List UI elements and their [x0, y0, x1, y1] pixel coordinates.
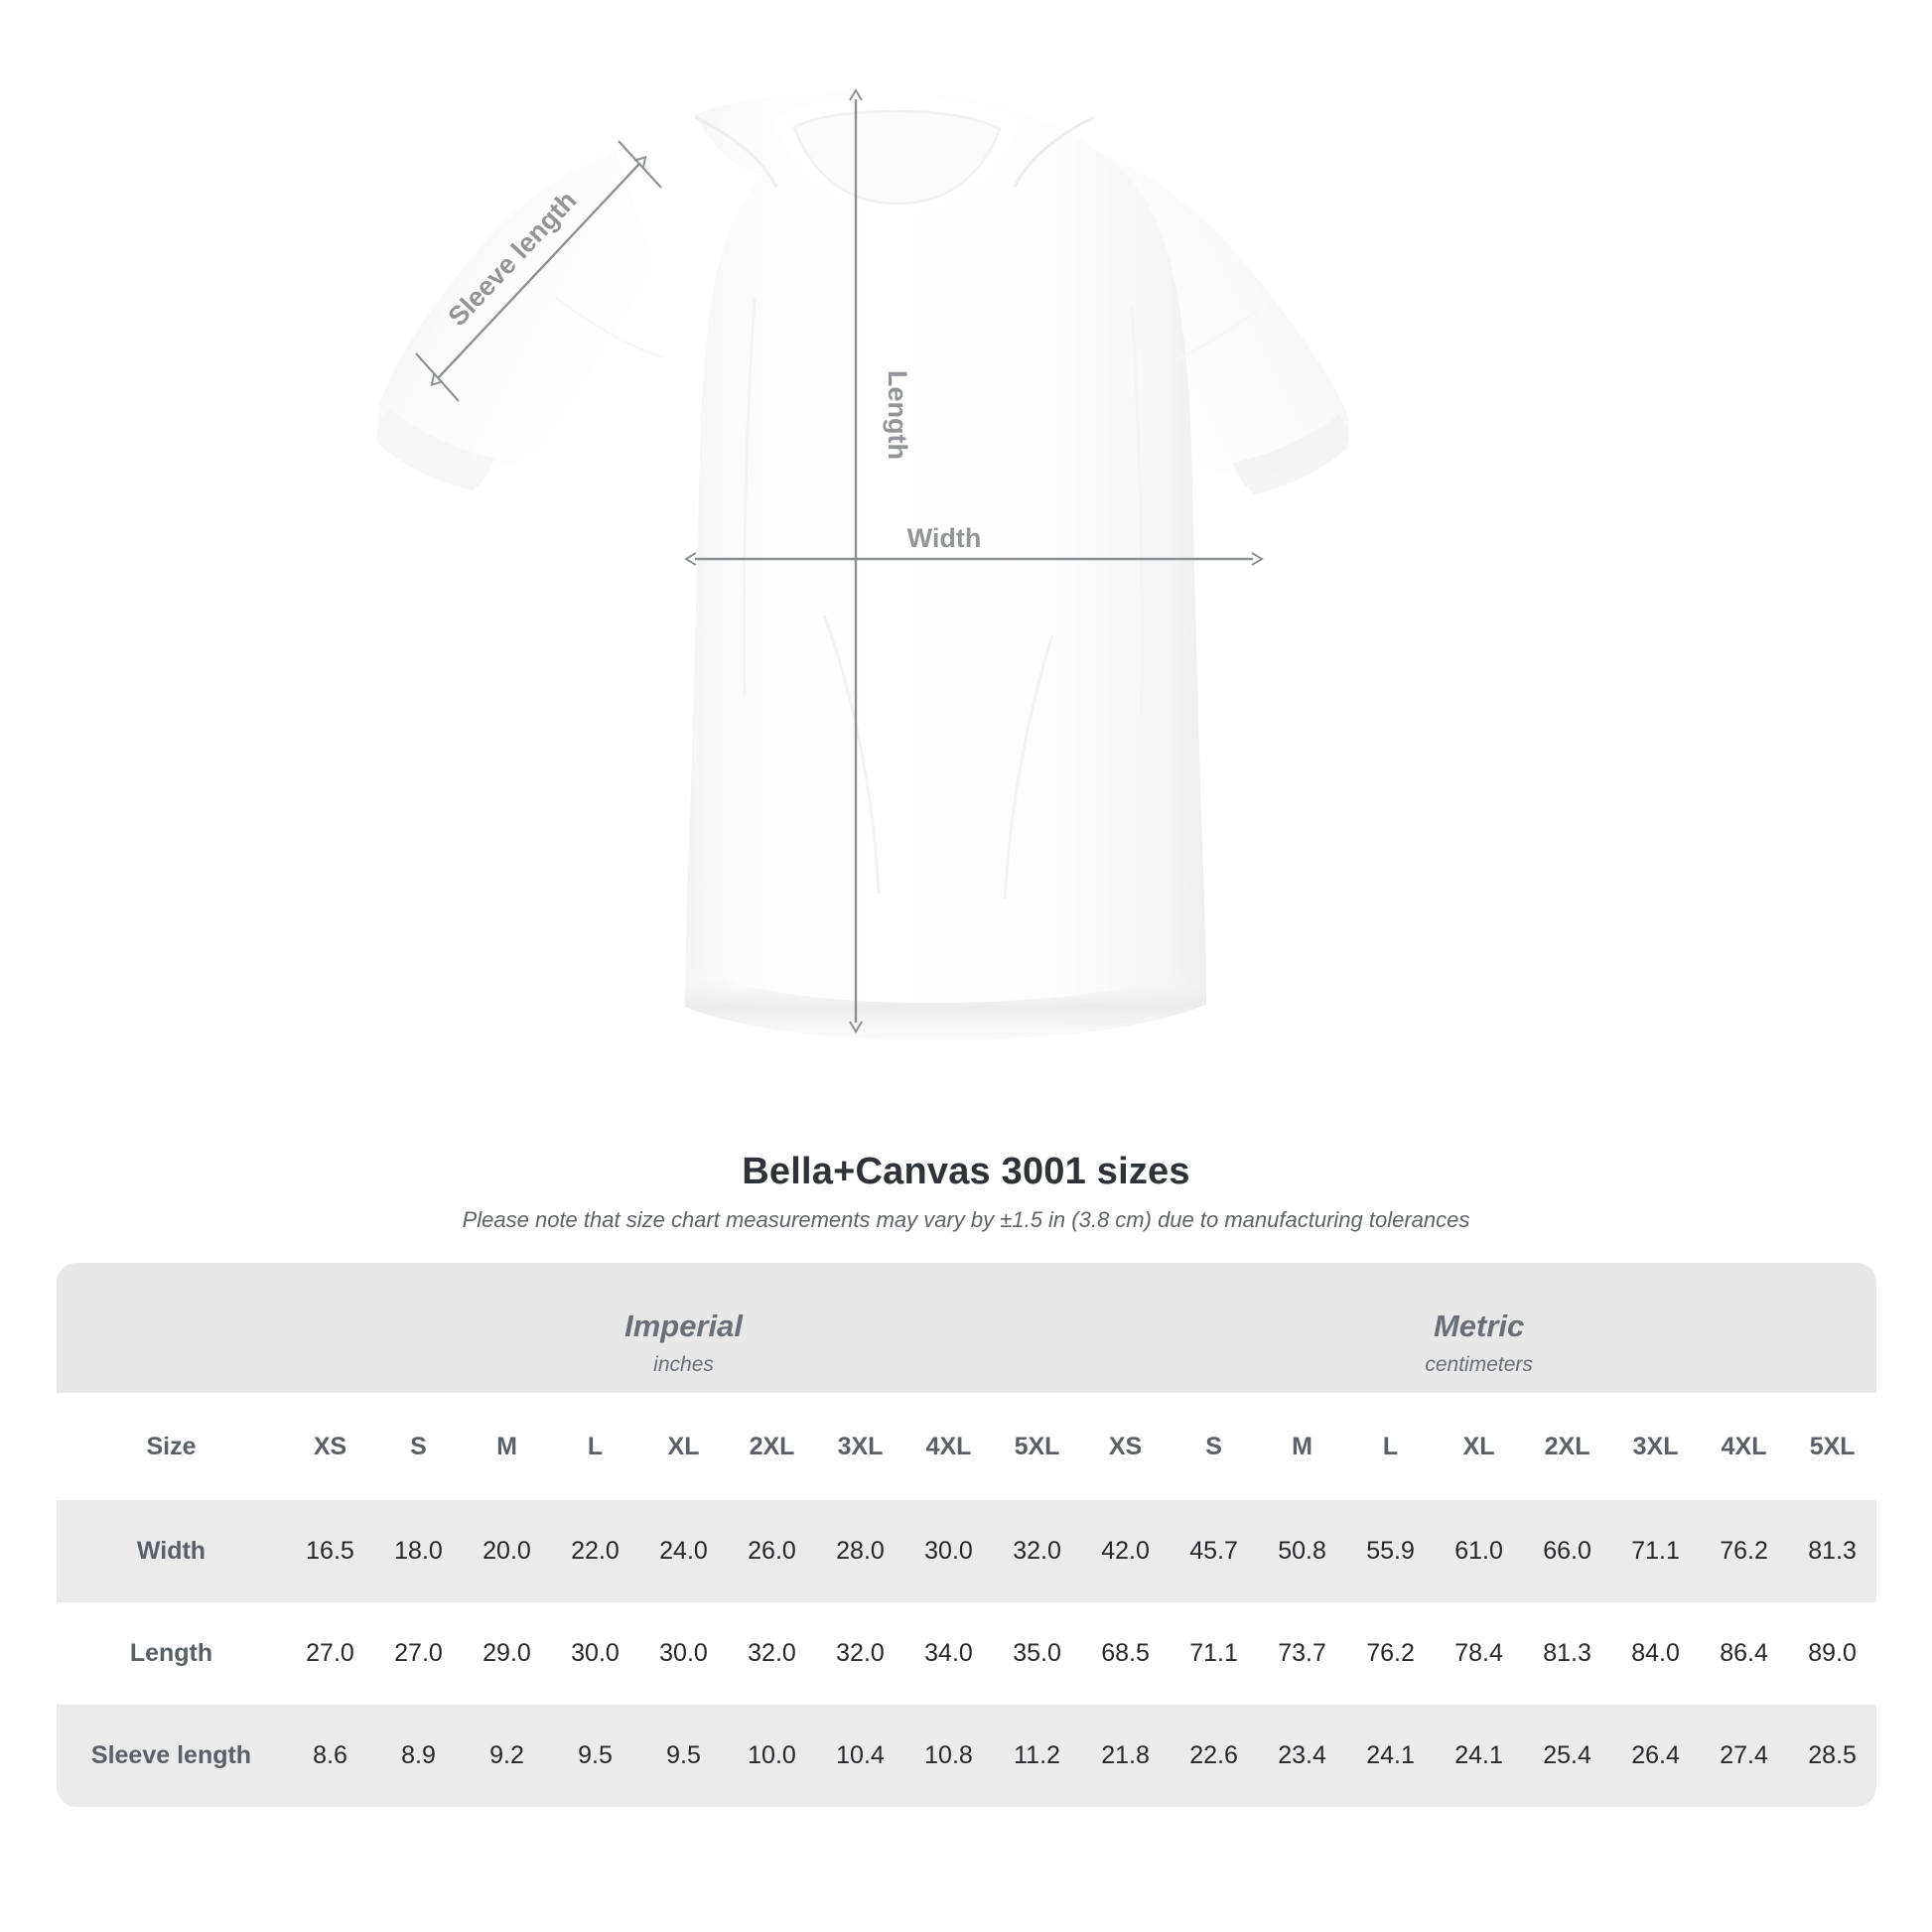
row-label-width: Width	[57, 1500, 286, 1602]
cell-metric-l: 76.2	[1346, 1602, 1436, 1705]
cell-metric-4xl: 86.4	[1700, 1602, 1789, 1705]
table-header-row: Size XS S M L XL 2XL 3XL 4XL 5XL XS S M L XL 2XL 3XL 4XL 5…	[57, 1393, 1877, 1500]
header-size-5xl-metric: 5XL	[1788, 1393, 1877, 1500]
unit-system-name: Metric	[1433, 1309, 1525, 1343]
cell-metric-xs: 21.8	[1081, 1705, 1171, 1807]
tolerance-note: Please note that size chart measurements…	[462, 1207, 1470, 1232]
cell-metric-xl: 24.1	[1435, 1705, 1524, 1807]
page-title: Bella+Canvas 3001 sizes	[742, 1151, 1190, 1192]
header-size-3xl-imperial: 3XL	[816, 1393, 904, 1500]
cell-imperial-s: 18.0	[374, 1500, 463, 1602]
cell-imperial-5xl: 35.0	[993, 1602, 1082, 1705]
cell-imperial-l: 22.0	[551, 1500, 639, 1602]
header-size-4xl-imperial: 4XL	[904, 1393, 993, 1500]
header-size-xl-metric: XL	[1435, 1393, 1524, 1500]
cell-imperial-4xl: 34.0	[904, 1602, 993, 1705]
cell-metric-2xl: 66.0	[1523, 1500, 1612, 1602]
cell-imperial-s: 27.0	[374, 1602, 463, 1705]
row-label-length: Length	[57, 1602, 286, 1705]
width-label: Width	[907, 523, 982, 553]
cell-imperial-m: 9.2	[463, 1705, 551, 1807]
cell-imperial-xs: 16.5	[286, 1500, 374, 1602]
cell-imperial-m: 29.0	[463, 1602, 551, 1705]
cell-imperial-5xl: 11.2	[993, 1705, 1082, 1807]
cell-metric-3xl: 26.4	[1611, 1705, 1701, 1807]
cell-imperial-l: 9.5	[551, 1705, 639, 1807]
cell-metric-2xl: 81.3	[1523, 1602, 1612, 1705]
header-size-xs-imperial: XS	[286, 1393, 374, 1500]
header-size-5xl-imperial: 5XL	[993, 1393, 1082, 1500]
cell-imperial-5xl: 32.0	[993, 1500, 1082, 1602]
unit-system-banner-row: Imperial inches Metric centimeters	[57, 1263, 1877, 1393]
cell-imperial-3xl: 10.4	[816, 1705, 904, 1807]
cell-imperial-s: 8.9	[374, 1705, 463, 1807]
cell-imperial-4xl: 30.0	[904, 1500, 993, 1602]
cell-imperial-l: 30.0	[551, 1602, 639, 1705]
unit-system-name: Imperial	[624, 1309, 743, 1343]
header-size-xl-imperial: XL	[639, 1393, 728, 1500]
header-size-l-imperial: L	[551, 1393, 639, 1500]
double-arrow-diagonal-icon	[430, 156, 647, 386]
cell-metric-s: 71.1	[1170, 1602, 1259, 1705]
cell-metric-xl: 78.4	[1435, 1602, 1524, 1705]
cell-metric-l: 55.9	[1346, 1500, 1436, 1602]
header-size-2xl-imperial: 2XL	[728, 1393, 816, 1500]
cell-metric-m: 50.8	[1258, 1500, 1347, 1602]
cell-metric-m: 73.7	[1258, 1602, 1347, 1705]
row-label-sleeve-length: Sleeve length	[57, 1705, 286, 1807]
unit-system-unit: inches	[653, 1353, 714, 1376]
width-annotation: Width	[684, 523, 1264, 566]
cell-metric-4xl: 27.4	[1700, 1705, 1789, 1807]
header-size-2xl-metric: 2XL	[1523, 1393, 1612, 1500]
banner-spacer-cell	[57, 1263, 286, 1393]
table-row: Width 16.5 18.0 20.0 22.0 24.0 26.0 28.0 30.0 32.…	[57, 1500, 1877, 1602]
cell-imperial-xl: 30.0	[639, 1602, 728, 1705]
size-chart-table: Imperial inches Metric centimeters Size XS S M L…	[57, 1263, 1877, 1807]
header-size-xs-metric: XS	[1081, 1393, 1171, 1500]
cell-metric-4xl: 76.2	[1700, 1500, 1789, 1602]
unit-system-unit: centimeters	[1425, 1353, 1533, 1376]
cell-imperial-m: 20.0	[463, 1500, 551, 1602]
cell-imperial-4xl: 10.8	[904, 1705, 993, 1807]
banner-imperial: Imperial inches	[286, 1263, 1082, 1393]
cell-metric-xl: 61.0	[1435, 1500, 1524, 1602]
cell-imperial-3xl: 28.0	[816, 1500, 904, 1602]
cell-metric-5xl: 81.3	[1788, 1500, 1877, 1602]
cell-metric-2xl: 25.4	[1523, 1705, 1612, 1807]
table-row: Length 27.0 27.0 29.0 30.0 30.0 32.0 32.0 34.0 35…	[57, 1602, 1877, 1705]
header-size-s-metric: S	[1170, 1393, 1259, 1500]
cell-imperial-2xl: 10.0	[728, 1705, 816, 1807]
cell-imperial-2xl: 26.0	[728, 1500, 816, 1602]
header-size-m-imperial: M	[463, 1393, 551, 1500]
cell-metric-s: 45.7	[1170, 1500, 1259, 1602]
header-size-4xl-metric: 4XL	[1700, 1393, 1789, 1500]
cell-metric-5xl: 28.5	[1788, 1705, 1877, 1807]
cell-imperial-xl: 9.5	[639, 1705, 728, 1807]
garment-diagram: Sleeve length Length Width	[376, 88, 1349, 1041]
cell-imperial-xl: 24.0	[639, 1500, 728, 1602]
header-size-3xl-metric: 3XL	[1611, 1393, 1701, 1500]
header-size-m-metric: M	[1258, 1393, 1347, 1500]
cell-imperial-xs: 8.6	[286, 1705, 374, 1807]
cell-metric-l: 24.1	[1346, 1705, 1436, 1807]
cell-metric-m: 23.4	[1258, 1705, 1347, 1807]
header-size-s-imperial: S	[374, 1393, 463, 1500]
cell-imperial-2xl: 32.0	[728, 1602, 816, 1705]
cell-metric-s: 22.6	[1170, 1705, 1259, 1807]
banner-metric: Metric centimeters	[1081, 1263, 1877, 1393]
length-label: Length	[883, 370, 912, 460]
header-size-label: Size	[57, 1393, 286, 1500]
cell-metric-xs: 42.0	[1081, 1500, 1171, 1602]
cell-metric-3xl: 71.1	[1611, 1500, 1701, 1602]
cell-metric-3xl: 84.0	[1611, 1602, 1701, 1705]
cell-metric-xs: 68.5	[1081, 1602, 1171, 1705]
cell-imperial-xs: 27.0	[286, 1602, 374, 1705]
cell-imperial-3xl: 32.0	[816, 1602, 904, 1705]
table-row: Sleeve length 8.6 8.9 9.2 9.5 9.5 10.0 10.4 10.8…	[57, 1705, 1877, 1807]
header-size-l-metric: L	[1346, 1393, 1436, 1500]
cell-metric-5xl: 89.0	[1788, 1602, 1877, 1705]
